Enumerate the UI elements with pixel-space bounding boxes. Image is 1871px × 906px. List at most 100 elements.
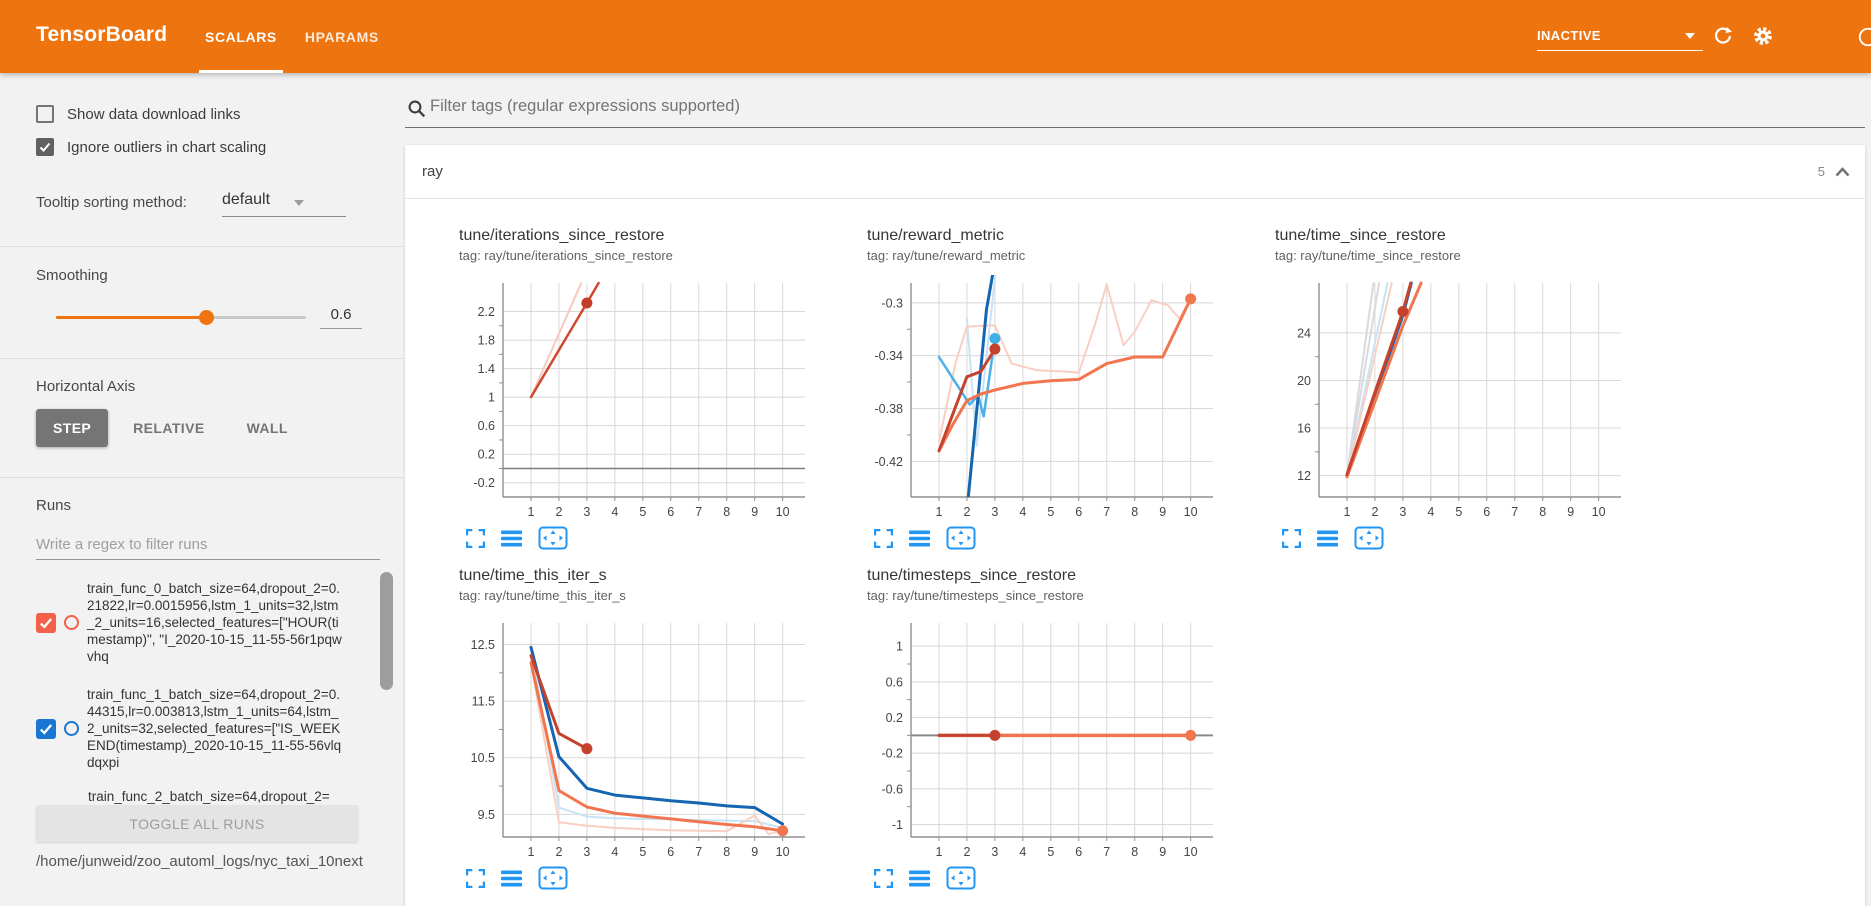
expand-chart-icon[interactable] (1317, 529, 1338, 548)
svg-text:7: 7 (695, 845, 702, 859)
final-point-marker[interactable] (989, 729, 1001, 741)
svg-text:-0.42: -0.42 (875, 455, 904, 469)
help-icon[interactable] (1857, 26, 1871, 48)
sidebar-scrollbar[interactable] (380, 572, 393, 690)
tab-hparams[interactable]: HPARAMS (304, 28, 379, 45)
axis-relative-button[interactable]: RELATIVE (133, 420, 205, 436)
app-header: TensorBoard SCALARS HPARAMS INACTIVE (0, 0, 1871, 73)
run-name: train_func_1_batch_size=64,dropout_2=0.4… (87, 687, 342, 770)
svg-text:2: 2 (1371, 505, 1378, 519)
svg-text:5: 5 (639, 845, 646, 859)
charts-grid: tune/iterations_since_restore tag: ray/tu… (405, 199, 1825, 906)
series-run-red-raw (1346, 282, 1393, 477)
tab-scalars[interactable]: SCALARS (199, 0, 283, 73)
checkbox-ignore-outliers[interactable]: Ignore outliers in chart scaling (36, 138, 266, 156)
fit-domain-icon[interactable] (1354, 526, 1384, 550)
svg-text:6: 6 (1483, 505, 1490, 519)
tooltip-sorting-select[interactable]: default (222, 191, 271, 208)
chevron-down-icon (1685, 33, 1695, 39)
checkbox-show-download-links[interactable]: Show data download links (36, 105, 240, 123)
section-header-ray[interactable]: ray 5 (405, 145, 1865, 199)
line-chart-plot[interactable]: 1 0.6 0.2 -0.2 -0.6 -1 1 2 3 4 5 6 7 8 9 10 (853, 615, 1225, 865)
smoothing-value-field[interactable]: 0.6 (330, 306, 352, 323)
fit-domain-icon[interactable] (946, 866, 976, 890)
final-point-marker[interactable] (1185, 729, 1197, 741)
toggle-all-runs-button[interactable]: TOGGLE ALL RUNS (36, 805, 358, 842)
fit-domain-icon[interactable] (538, 866, 568, 890)
chevron-up-icon[interactable] (1834, 165, 1851, 183)
fullscreen-icon[interactable] (874, 528, 893, 548)
checkbox-checked-icon[interactable] (36, 138, 54, 156)
svg-text:3: 3 (583, 845, 590, 859)
svg-text:-0.2: -0.2 (881, 747, 903, 761)
series-run-blue-smoothed (529, 645, 785, 826)
checkbox-unchecked-icon[interactable] (36, 105, 54, 123)
expand-chart-icon[interactable] (909, 529, 930, 548)
fit-domain-icon[interactable] (538, 526, 568, 550)
series-run-red-smoothed (937, 347, 997, 453)
series-run-red-smoothed (529, 654, 589, 751)
svg-text:1: 1 (488, 391, 495, 405)
tag-filter-input[interactable]: Filter tags (regular expressions support… (430, 97, 740, 115)
fit-domain-icon[interactable] (946, 526, 976, 550)
divider (0, 246, 403, 247)
svg-text:6: 6 (1075, 845, 1082, 859)
svg-text:7: 7 (1511, 505, 1518, 519)
fullscreen-icon[interactable] (874, 868, 893, 888)
search-icon (407, 99, 426, 123)
nav-tabs: SCALARS HPARAMS (199, 0, 379, 73)
tag-filter: Filter tags (regular expressions support… (405, 92, 1865, 128)
line-chart-plot[interactable]: 2.2 1.8 1.4 1 0.6 0.2 -0.2 1 2 3 4 5 6 7 8 9 10 (445, 275, 817, 525)
run-checkbox[interactable] (36, 612, 56, 633)
runs-filter-input[interactable]: Write a regex to filter runs (36, 536, 208, 553)
series-run-gray-raw-b (1346, 282, 1381, 477)
final-point-marker[interactable] (989, 332, 1001, 344)
axis-step-button[interactable]: STEP (36, 409, 109, 447)
svg-text:0.2: 0.2 (886, 711, 903, 725)
svg-text:1: 1 (935, 505, 942, 519)
final-point-marker[interactable] (1397, 306, 1409, 318)
expand-chart-icon[interactable] (501, 869, 522, 888)
expand-chart-icon[interactable] (501, 529, 522, 548)
svg-text:2: 2 (555, 505, 562, 519)
series-run-orange-smoothed (1345, 281, 1423, 479)
fullscreen-icon[interactable] (466, 868, 485, 888)
fullscreen-icon[interactable] (1282, 528, 1301, 548)
smoothing-slider[interactable] (56, 310, 306, 325)
slider-thumb[interactable] (199, 310, 214, 325)
svg-text:4: 4 (1019, 845, 1026, 859)
final-point-marker[interactable] (581, 297, 593, 309)
select-underline (222, 216, 346, 217)
line-chart-plot[interactable]: 12.5 11.5 10.5 9.5 1 2 3 4 5 6 7 8 9 10 (445, 615, 817, 865)
section-chart-count: 5 (1817, 164, 1825, 179)
refresh-icon[interactable] (1712, 25, 1734, 52)
run-radio[interactable] (64, 615, 79, 630)
svg-text:10: 10 (1184, 505, 1198, 519)
series-run-orange-smoothed (529, 661, 785, 833)
final-point-marker[interactable] (581, 743, 593, 755)
reload-status-dropdown[interactable]: INACTIVE (1537, 27, 1703, 51)
run-checkbox[interactable] (36, 718, 56, 739)
horizontal-axis-label: Horizontal Axis (36, 378, 136, 395)
final-point-marker[interactable] (1185, 293, 1197, 305)
dropdown-underline (1537, 50, 1703, 51)
fullscreen-icon[interactable] (466, 528, 485, 548)
run-radio[interactable] (64, 721, 79, 736)
svg-text:11.5: 11.5 (472, 695, 495, 709)
svg-text:8: 8 (723, 505, 730, 519)
chart-title: tune/time_this_iter_s (459, 567, 607, 584)
svg-text:2: 2 (555, 845, 562, 859)
svg-text:9: 9 (751, 505, 758, 519)
settings-sidebar: Show data download links Ignore outliers… (0, 73, 403, 906)
chevron-down-icon[interactable] (294, 200, 304, 206)
final-point-marker[interactable] (777, 825, 789, 837)
svg-text:4: 4 (1019, 505, 1026, 519)
expand-chart-icon[interactable] (909, 869, 930, 888)
final-point-marker[interactable] (989, 343, 1001, 355)
axis-wall-button[interactable]: WALL (246, 420, 288, 436)
gear-icon[interactable] (1752, 25, 1774, 52)
svg-text:-1: -1 (892, 818, 903, 832)
line-chart-plot[interactable]: -0.3 -0.34 -0.38 -0.42 1 2 3 4 5 6 7 8 9 10 (853, 275, 1225, 525)
run-item: train_func_2_batch_size=64,dropout_2= (88, 788, 418, 805)
